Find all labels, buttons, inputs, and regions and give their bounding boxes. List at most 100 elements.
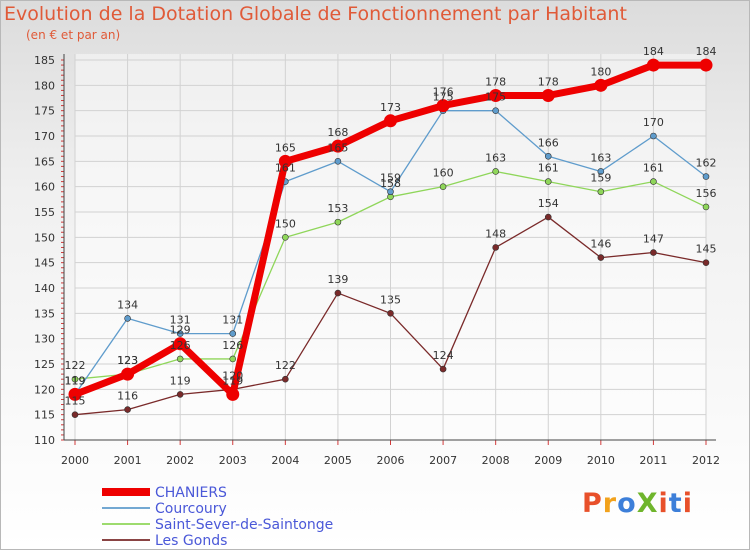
data-label: 168	[327, 126, 348, 139]
data-label: 166	[538, 136, 559, 149]
x-tick-label: 2005	[324, 454, 352, 467]
data-point	[176, 330, 184, 337]
data-point	[489, 88, 503, 102]
data-point	[597, 254, 605, 261]
data-label: 139	[327, 273, 348, 286]
data-label: 154	[538, 197, 559, 210]
legend-label: Les Gonds	[155, 533, 227, 549]
data-label: 131	[170, 314, 191, 327]
data-point	[541, 88, 555, 102]
data-label: 175	[485, 91, 506, 104]
data-label: 178	[538, 75, 559, 88]
data-label: 161	[643, 162, 664, 175]
x-tick-label: 2009	[534, 454, 562, 467]
data-label: 120	[222, 369, 243, 382]
y-tick-label: 115	[34, 409, 55, 422]
data-label: 153	[327, 202, 348, 215]
data-point	[334, 158, 342, 165]
data-point	[176, 391, 184, 398]
legend-label: Saint-Sever-de-Saintonge	[155, 517, 333, 533]
data-point	[439, 183, 447, 190]
y-tick-label: 140	[34, 282, 55, 295]
data-label: 150	[275, 217, 296, 230]
data-label: 126	[170, 339, 191, 352]
data-point	[282, 375, 289, 383]
data-label: 135	[380, 293, 401, 306]
y-tick-label: 170	[34, 130, 55, 143]
data-label: 124	[433, 349, 454, 362]
data-label: 148	[485, 227, 506, 240]
data-label: 165	[327, 141, 348, 154]
data-label: 115	[65, 395, 86, 408]
data-label: 119	[222, 374, 243, 387]
chart-title: Evolution de la Dotation Globale de Fonc…	[4, 3, 627, 25]
x-tick-label: 2003	[219, 454, 247, 467]
y-tick-label: 180	[34, 79, 55, 92]
data-label: 158	[380, 177, 401, 190]
data-label: 165	[275, 141, 296, 154]
data-point	[384, 114, 397, 128]
data-label: 184	[696, 45, 717, 58]
x-tick-label: 2007	[429, 454, 457, 467]
chart-subtitle: (en € et par an)	[26, 28, 121, 42]
data-point	[597, 188, 605, 196]
data-point	[176, 355, 184, 363]
data-label: 161	[275, 162, 296, 175]
data-label: 134	[117, 298, 138, 311]
data-label: 123	[117, 354, 138, 367]
data-label: 160	[433, 167, 454, 180]
data-point	[71, 411, 79, 418]
x-tick-label: 2010	[587, 454, 615, 467]
data-point	[492, 107, 499, 114]
data-point	[702, 259, 710, 266]
data-label: 119	[170, 374, 191, 387]
data-point	[282, 234, 289, 241]
data-point	[594, 78, 608, 92]
data-point	[226, 387, 240, 401]
data-label: 131	[222, 314, 243, 327]
data-label: 163	[590, 151, 611, 164]
data-point	[173, 337, 187, 351]
data-point	[124, 315, 131, 322]
data-point	[68, 387, 82, 401]
data-point	[544, 178, 552, 185]
data-point	[650, 249, 657, 256]
data-label: 145	[696, 243, 717, 256]
data-label: 147	[643, 233, 664, 246]
y-tick-label: 135	[34, 307, 55, 320]
data-label: 116	[117, 390, 138, 403]
y-tick-label: 130	[34, 333, 55, 346]
data-label: 123	[117, 354, 138, 367]
data-label: 173	[380, 101, 401, 114]
y-tick-label: 160	[34, 181, 55, 194]
data-point	[334, 289, 342, 297]
data-label: 170	[643, 116, 664, 129]
data-point	[544, 152, 552, 160]
data-point	[229, 330, 237, 337]
x-tick-label: 2000	[61, 454, 89, 467]
y-tick-label: 185	[34, 54, 55, 67]
data-point	[492, 244, 499, 251]
x-tick-label: 2001	[114, 454, 142, 467]
x-tick-label: 2008	[482, 454, 510, 467]
data-label: 119	[65, 374, 86, 387]
x-tick-label: 2006	[377, 454, 405, 467]
y-tick-label: 175	[34, 105, 55, 118]
legend-label: Courcoury	[155, 501, 227, 517]
proxiti-logo: ProXiti	[582, 488, 693, 519]
y-tick-label: 120	[34, 383, 55, 396]
data-label: 146	[590, 238, 611, 251]
data-label: 180	[590, 65, 611, 78]
data-point	[121, 367, 135, 381]
data-point	[387, 310, 394, 317]
legend-label: CHANIERS	[155, 485, 227, 501]
data-label: 175	[433, 91, 454, 104]
data-point	[650, 132, 657, 140]
data-point	[387, 188, 394, 196]
y-tick-label: 165	[34, 155, 55, 168]
data-point	[650, 178, 657, 185]
data-point	[229, 355, 237, 363]
data-label: 122	[65, 359, 86, 372]
data-point	[492, 168, 499, 175]
